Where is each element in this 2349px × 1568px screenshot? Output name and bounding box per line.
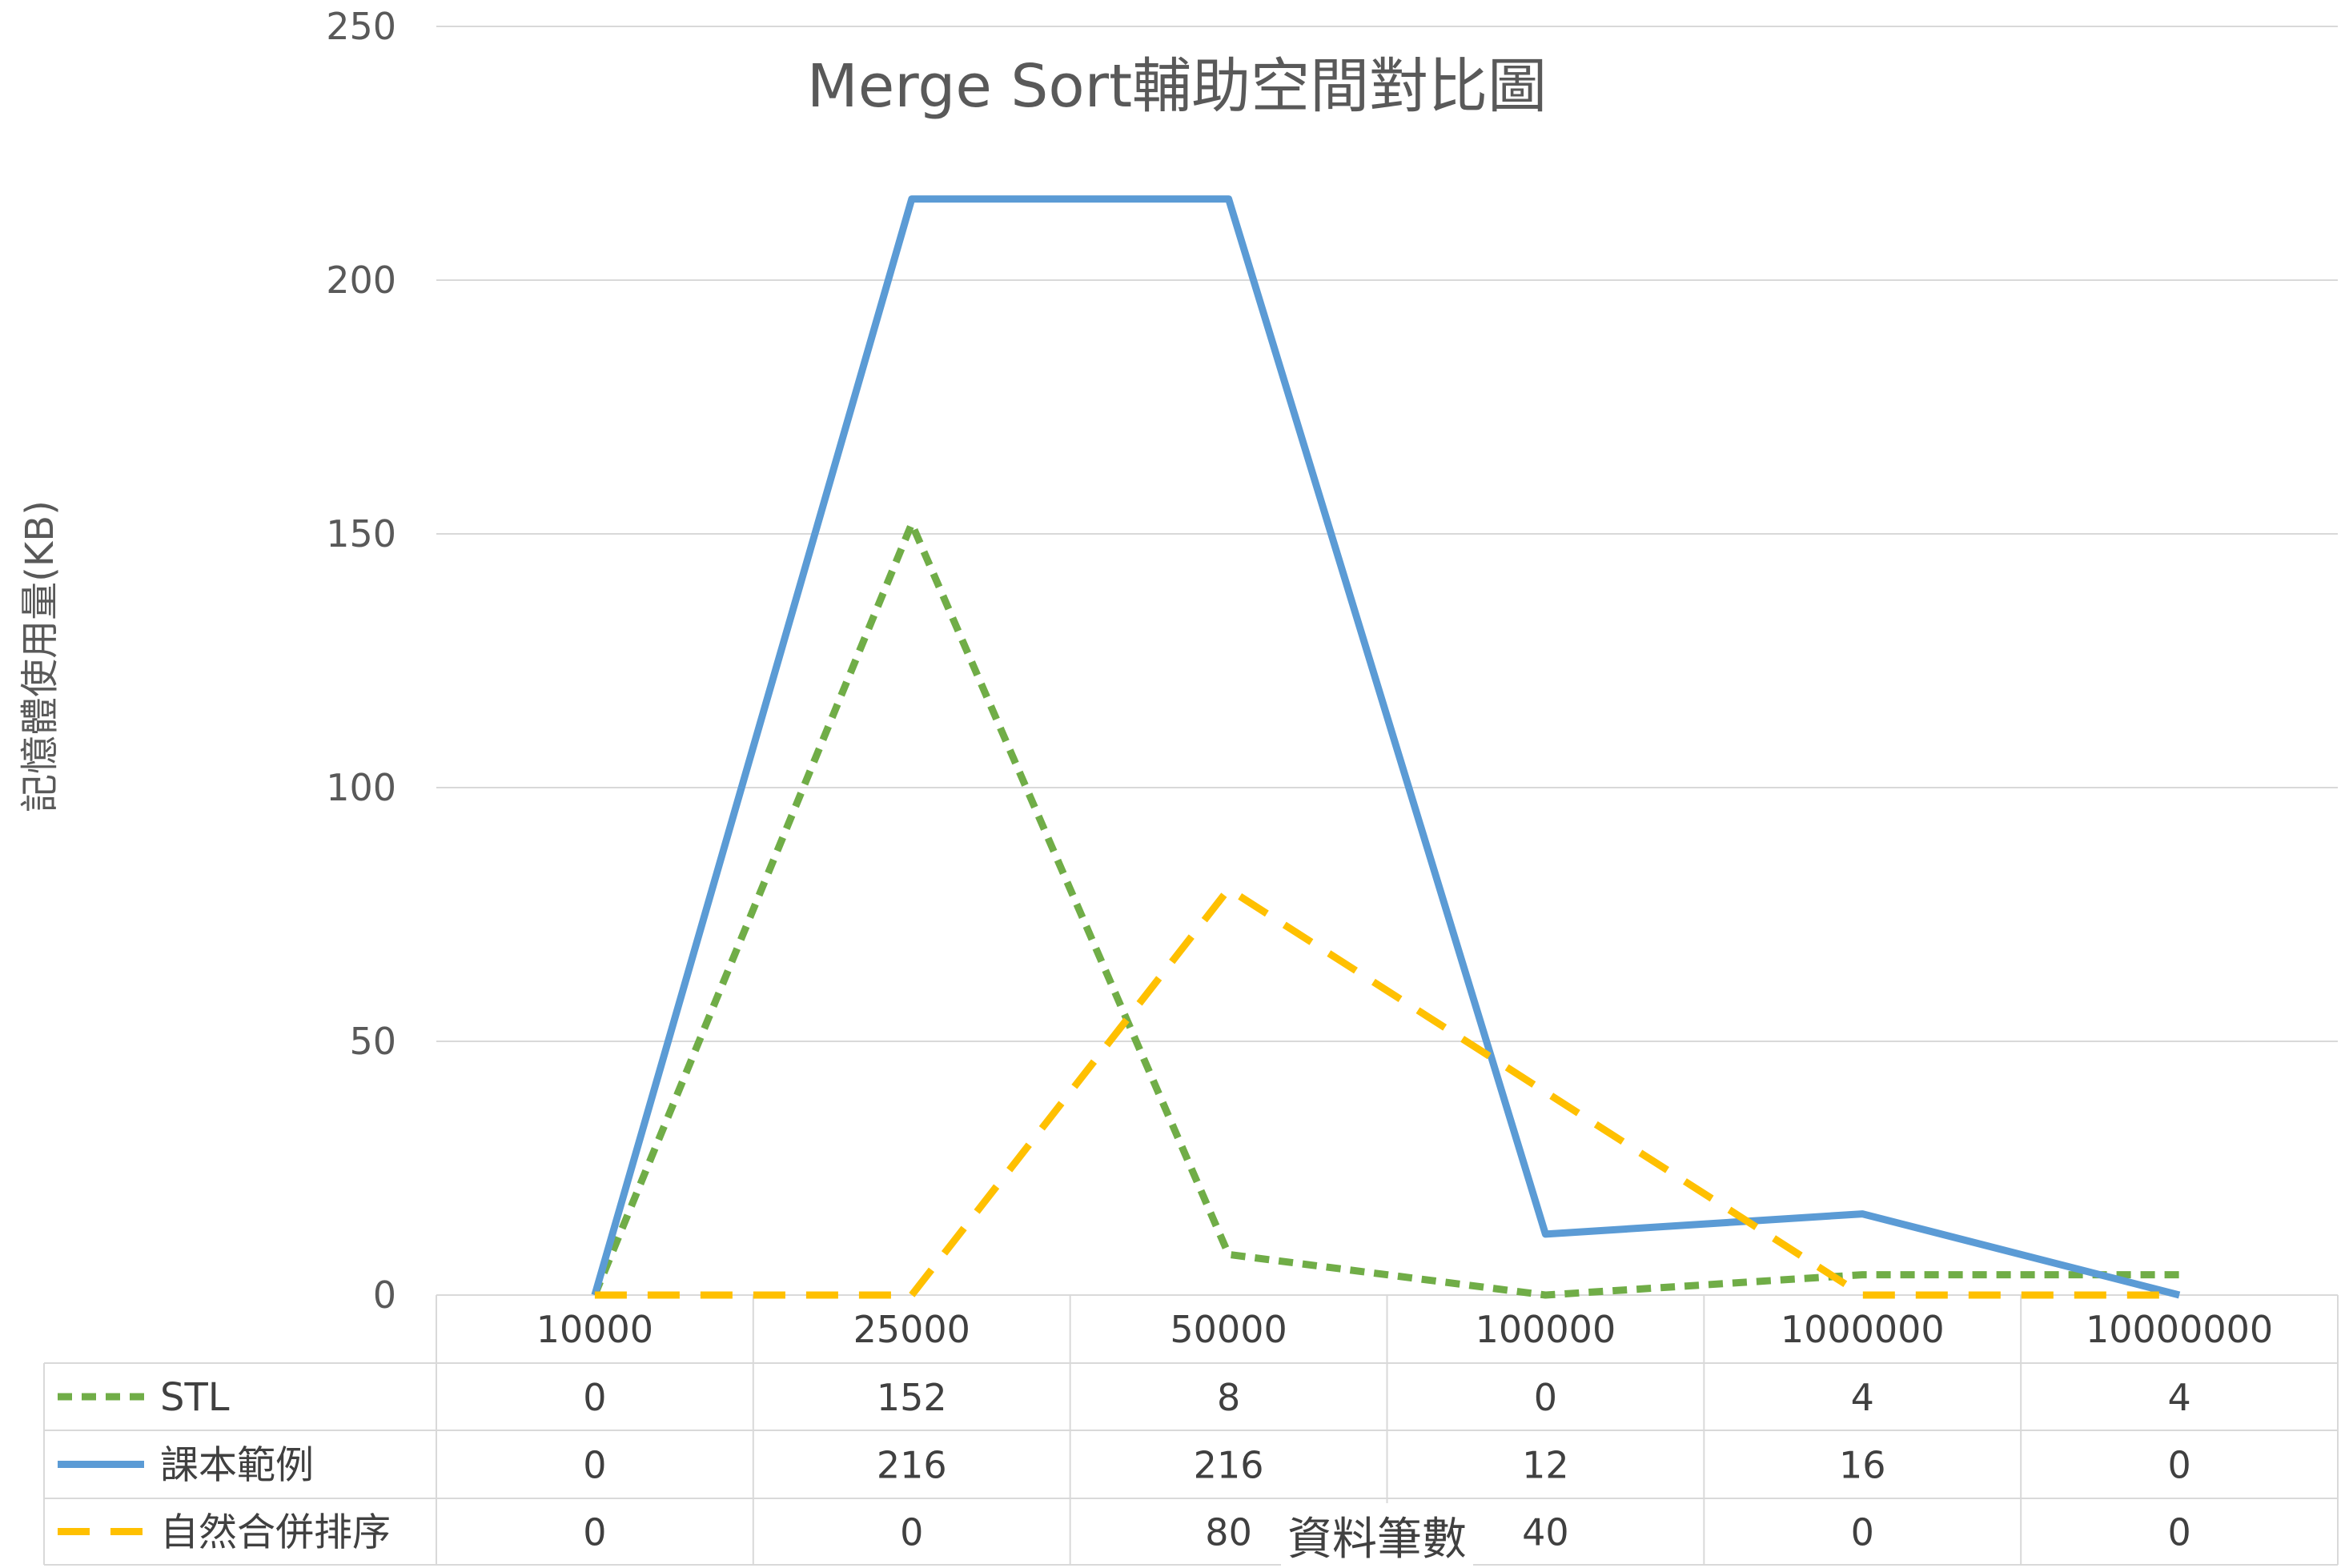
- data-table-value: 40: [1522, 1511, 1569, 1554]
- data-table-value: 0: [2167, 1511, 2190, 1554]
- data-table-value: 152: [877, 1376, 947, 1419]
- chart-title: Merge Sort輔助空間對比圖: [806, 52, 1548, 121]
- series-line-3: [594, 885, 2180, 1299]
- series-line-1: [591, 519, 2180, 1299]
- data-table-value: 216: [1194, 1444, 1264, 1487]
- x-tick-label: 25000: [853, 1308, 970, 1351]
- y-tick-label: 250: [326, 5, 396, 48]
- data-table-value: 0: [583, 1511, 606, 1554]
- data-table-value: 0: [2167, 1444, 2190, 1487]
- y-tick-label: 100: [326, 766, 396, 809]
- y-tick-label: 150: [326, 512, 396, 555]
- x-axis-label: 資料筆數: [1281, 1503, 1473, 1568]
- data-table-value: 0: [583, 1376, 606, 1419]
- data-table-value: 8: [1217, 1376, 1240, 1419]
- y-tick-label: 0: [373, 1273, 396, 1317]
- x-tick-label: 10000: [536, 1308, 653, 1351]
- data-table-value: 0: [1851, 1511, 1874, 1554]
- data-table-value: 0: [1534, 1376, 1557, 1419]
- x-tick-label: 50000: [1170, 1308, 1287, 1351]
- y-axis-label: 記憶體使用量(KB): [18, 500, 62, 812]
- series-line-2: [591, 195, 2181, 1299]
- x-tick-label: 100000: [1476, 1308, 1616, 1351]
- x-tick-label: 1000000: [1781, 1308, 1945, 1351]
- legend-label: 自然合併排序: [160, 1510, 391, 1555]
- data-table-value: 4: [1851, 1376, 1874, 1419]
- data-table-value: 216: [877, 1444, 947, 1487]
- x-tick-label: 10000000: [2086, 1308, 2273, 1351]
- data-table-value: 0: [900, 1511, 923, 1554]
- y-tick-label: 50: [349, 1020, 396, 1063]
- data-table-value: 80: [1205, 1511, 1252, 1554]
- data-table-value: 4: [2167, 1376, 2190, 1419]
- legend-label: 課本範例: [160, 1443, 314, 1488]
- y-tick-label: 200: [326, 259, 396, 302]
- data-table-value: 0: [583, 1444, 606, 1487]
- data-table-value: 16: [1839, 1444, 1886, 1487]
- data-table-value: 12: [1522, 1444, 1569, 1487]
- legend-label: STL: [160, 1375, 230, 1420]
